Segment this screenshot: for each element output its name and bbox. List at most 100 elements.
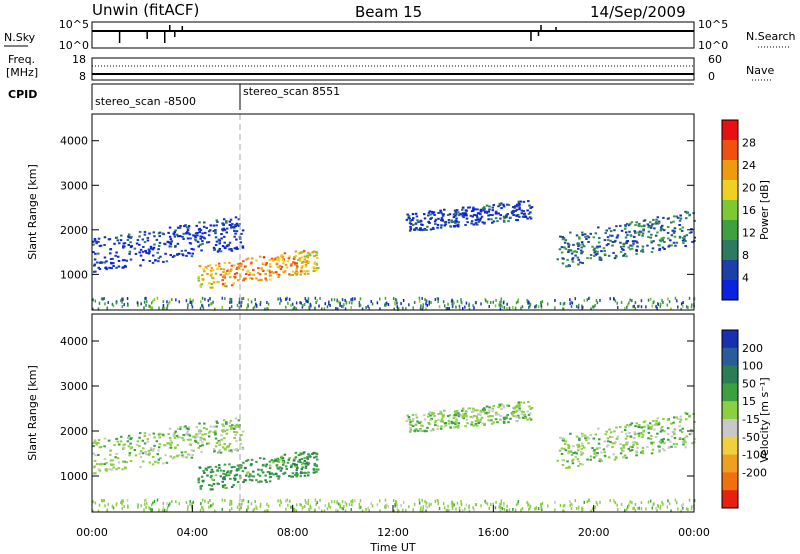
echo-cell [475,424,479,427]
echo-cell [464,410,468,413]
echo-cell [213,249,216,252]
echo-cell [304,265,308,268]
echo-cell [591,447,594,450]
echo-cell [97,509,100,513]
echo-cell [226,470,230,473]
echo-cell [650,250,654,253]
echo-cell [631,240,635,243]
echo-cell [474,219,478,222]
echo-cell [259,480,262,483]
echo-cell [563,443,567,446]
echo-cell [487,214,490,217]
echo-cell [238,439,242,442]
echo-cell [300,463,304,466]
echo-cell [227,272,231,275]
echo-cell [236,279,240,282]
echo-cell [212,448,216,451]
echo-cell [638,506,640,510]
echo-cell [602,247,606,250]
echo-cell [123,259,126,262]
echo-cell [213,450,216,453]
echo-cell [569,302,571,306]
echo-cell [524,417,528,420]
echo-cell [454,214,457,217]
echo-cell [165,260,169,263]
echo-cell [294,250,298,253]
echo-cell [295,469,298,472]
echo-cell [445,508,448,512]
echo-cell [225,432,228,435]
echo-cell [122,499,124,503]
echo-cell [425,299,428,303]
echo-cell [640,225,643,228]
power-ytick-label: 3000 [60,179,88,192]
echo-cell [172,433,175,436]
echo-cell [225,221,228,224]
echo-cell [479,210,483,213]
echo-cell [668,445,671,448]
echo-cell [419,508,422,512]
echo-cell [567,450,571,453]
echo-cell [668,300,671,304]
echo-cell [162,505,165,509]
echo-cell [336,509,339,513]
echo-cell [315,502,317,506]
echo-cell [238,508,241,512]
echo-cell [428,411,432,414]
echo-cell [622,444,626,447]
echo-cell [448,508,450,512]
echo-cell [673,428,677,431]
echo-cell [125,461,129,464]
echo-cell [290,303,292,307]
echo-cell [151,254,155,257]
echo-cell [277,499,279,503]
echo-cell [437,499,440,503]
echo-cell [350,306,353,310]
echo-cell [436,223,440,226]
echo-cell [529,407,532,410]
echo-cell [150,301,153,305]
echo-cell [514,209,517,212]
echo-cell [313,508,316,512]
echo-cell [195,426,199,429]
echo-cell [526,500,528,504]
echo-cell [418,498,421,502]
echo-cell [595,246,599,249]
echo-cell [183,426,186,429]
echo-cell [151,508,154,512]
echo-cell [235,423,239,426]
echo-cell [569,298,571,302]
echo-cell [250,479,254,482]
echo-cell [606,236,610,239]
echo-cell [662,430,666,433]
echo-cell [214,445,218,448]
echo-cell [690,507,693,511]
echo-cell [137,303,139,307]
echo-cell [439,209,442,212]
echo-cell [212,483,216,486]
echo-cell [203,221,206,224]
echo-cell [423,418,427,421]
echo-cell [405,419,409,422]
echo-cell [460,499,462,503]
echo-cell [294,473,297,476]
echo-cell [281,463,285,466]
echo-cell [583,299,586,303]
x-tick-label: 00:00 [678,526,710,539]
echo-cell [563,301,566,305]
echo-cell [641,250,645,253]
echo-cell [675,416,679,419]
echo-cell [286,498,288,502]
echo-cell [276,258,279,261]
echo-cell [462,509,464,513]
echo-cell [241,245,245,248]
echo-cell [514,306,517,310]
echo-cell [490,419,493,422]
echo-cell [570,300,572,304]
echo-cell [570,507,573,511]
echo-cell [646,424,650,427]
echo-cell [187,505,189,509]
echo-cell [156,251,159,254]
echo-cell [477,422,480,425]
echo-cell [299,452,303,455]
